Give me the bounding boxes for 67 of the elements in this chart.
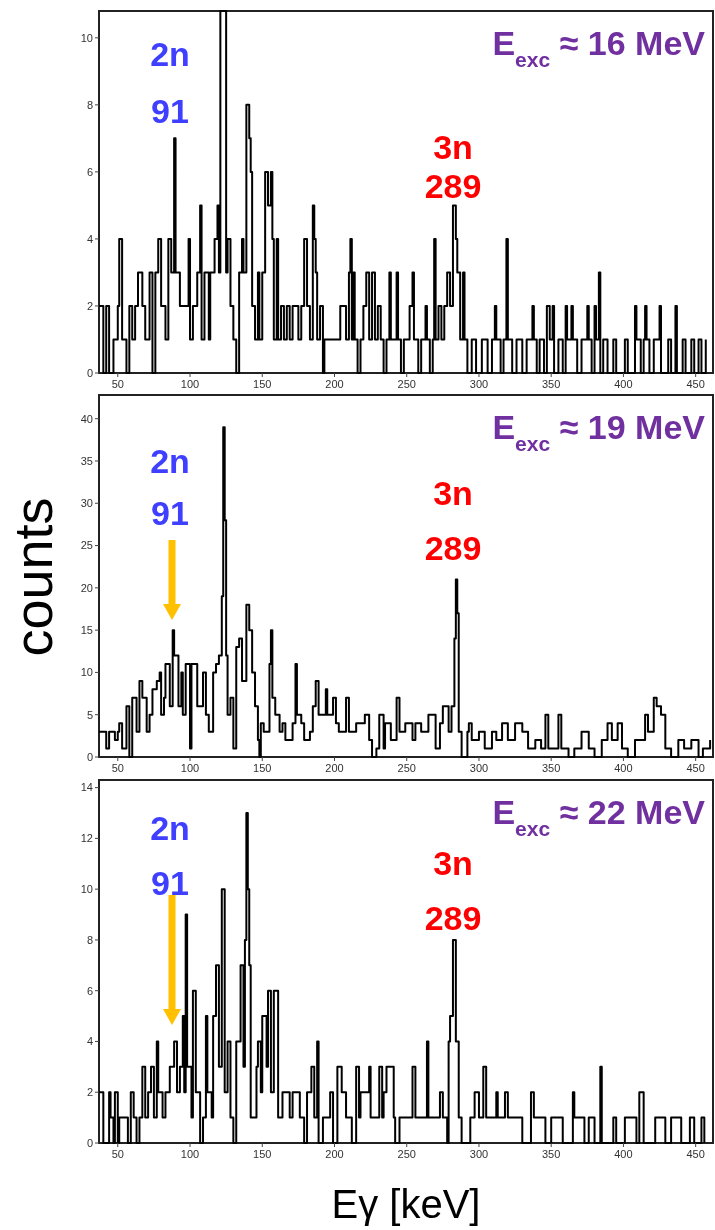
annotation: 289 [424,899,482,937]
annotation: 91 [151,494,189,532]
x-tick-label: 50 [111,762,124,774]
y-tick-label: 2 [86,1086,93,1099]
x-tick-label: 300 [469,1148,489,1160]
annotation: 3n [433,474,473,512]
text: E$_{exc}$ ≈ 16 MeV [492,24,706,71]
x-tick-label: 450 [686,378,705,390]
annotation: 289 [424,167,482,205]
x-tick-label: 400 [614,1148,633,1160]
y-tick-label: 25 [80,539,93,552]
x-tick-label: 350 [542,1148,561,1160]
y-tick-label: 5 [86,708,93,721]
x-tick-label: 300 [469,762,489,774]
y-tick-label: 20 [80,581,93,594]
y-axis-title: counts [3,497,63,657]
x-tick-label: 150 [253,378,272,390]
x-tick-label: 350 [542,378,561,390]
x-tick-label: 50 [111,378,124,390]
x-tick-label: 50 [111,1148,124,1160]
y-tick-label: 8 [86,933,93,946]
y-tick-label: 0 [86,366,93,379]
annotation: 91 [151,864,189,902]
x-tick-label: 300 [469,378,489,390]
y-tick-label: 35 [80,454,93,467]
x-tick-label: 150 [253,1148,272,1160]
x-tick-label: 200 [325,1148,344,1160]
x-tick-label: 200 [325,378,344,390]
y-tick-label: 6 [86,984,93,997]
x-tick-label: 450 [686,762,705,774]
y-tick-label: 0 [86,1136,93,1149]
y-tick-label: 4 [86,232,93,245]
annotation: 2n [150,442,190,480]
x-tick-label: 100 [180,378,200,390]
x-tick-label: 400 [614,762,633,774]
annotation: 2n [150,809,190,847]
y-tick-label: 0 [86,750,93,763]
x-tick-label: 250 [397,378,416,390]
y-tick-label: 10 [80,31,93,44]
y-tick-label: 15 [80,623,93,636]
y-tick-label: 4 [86,1035,93,1048]
x-tick-label: 100 [180,762,200,774]
text: E$_{exc}$ ≈ 22 MeV [492,793,706,840]
annotation: 289 [424,529,482,567]
x-tick-label: 100 [180,1148,200,1160]
y-tick-label: 30 [80,497,93,510]
y-tick-label: 40 [80,412,93,425]
y-tick-label: 8 [86,98,93,111]
y-tick-label: 2 [86,299,93,312]
y-tick-label: 14 [80,781,93,794]
x-tick-label: 400 [614,378,633,390]
x-tick-label: 250 [397,762,416,774]
y-tick-label: 12 [80,832,93,845]
y-tick-label: 10 [80,883,93,895]
annotation: 3n [433,844,473,882]
x-tick-label: 200 [325,762,344,774]
text: E$_{exc}$ ≈ 19 MeV [492,408,706,455]
x-tick-label: 150 [253,762,272,774]
annotation: 91 [151,92,189,130]
x-tick-label: 350 [542,762,561,774]
x-tick-label: 450 [686,1148,705,1160]
y-tick-label: 6 [86,165,93,178]
y-tick-label: 10 [80,666,93,679]
x-axis-title: Eγ [keV] [331,1182,481,1226]
annotation: 3n [433,128,473,166]
x-tick-label: 250 [397,1148,416,1160]
annotation: 2n [150,35,190,73]
